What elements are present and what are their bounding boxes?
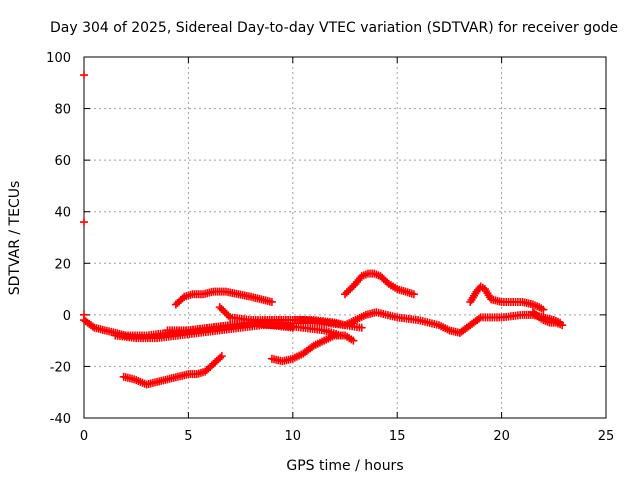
series-arc-bump-14h	[341, 269, 418, 299]
y-tick-label: 40	[54, 206, 71, 221]
data-point	[357, 323, 366, 332]
data-points	[80, 71, 567, 389]
x-tick-label: 0	[80, 429, 88, 444]
data-point	[80, 310, 88, 319]
y-tick-label: 100	[46, 51, 71, 66]
series-isolated-points	[80, 71, 88, 319]
x-axis-label: GPS time / hours	[286, 458, 403, 474]
axis-ticks: 0 5 10 15 20 25 -40 -20 0 20 40 60 80 100	[46, 51, 614, 444]
data-point	[267, 297, 276, 306]
data-point	[558, 321, 567, 330]
data-point	[539, 305, 548, 314]
data-point	[288, 323, 297, 332]
series-arc-daytime-hump	[171, 287, 276, 309]
data-point	[474, 314, 483, 323]
data-point	[80, 71, 88, 80]
chart-title: Day 304 of 2025, Sidereal Day-to-day VTE…	[50, 20, 618, 36]
y-tick-label: 0	[63, 309, 71, 324]
y-tick-label: 20	[54, 257, 71, 272]
data-point	[409, 290, 418, 299]
data-point	[349, 336, 358, 345]
x-tick-label: 10	[285, 429, 302, 444]
data-point	[216, 353, 225, 362]
x-tick-label: 15	[389, 429, 406, 444]
x-tick-label: 5	[184, 429, 192, 444]
series-arc-afternoon	[215, 303, 366, 332]
series-arc-morning-low	[119, 352, 226, 389]
grid	[84, 57, 606, 418]
y-tick-label: -20	[50, 360, 71, 375]
y-tick-label: 80	[54, 103, 71, 118]
series-arc-late-evening	[528, 308, 567, 330]
y-axis-label: SDTVAR / TECUs	[7, 181, 23, 296]
plot-frame	[83, 56, 607, 419]
data-point	[217, 352, 226, 361]
series-arc-recovery	[267, 331, 358, 366]
data-point	[88, 322, 97, 331]
x-tick-label: 20	[493, 429, 510, 444]
series-arc-bump-19h	[466, 282, 548, 314]
data-point	[80, 218, 88, 227]
x-tick-label: 25	[598, 429, 615, 444]
y-tick-label: 60	[54, 154, 71, 169]
data-point	[224, 311, 233, 320]
y-tick-label: -40	[50, 412, 71, 427]
